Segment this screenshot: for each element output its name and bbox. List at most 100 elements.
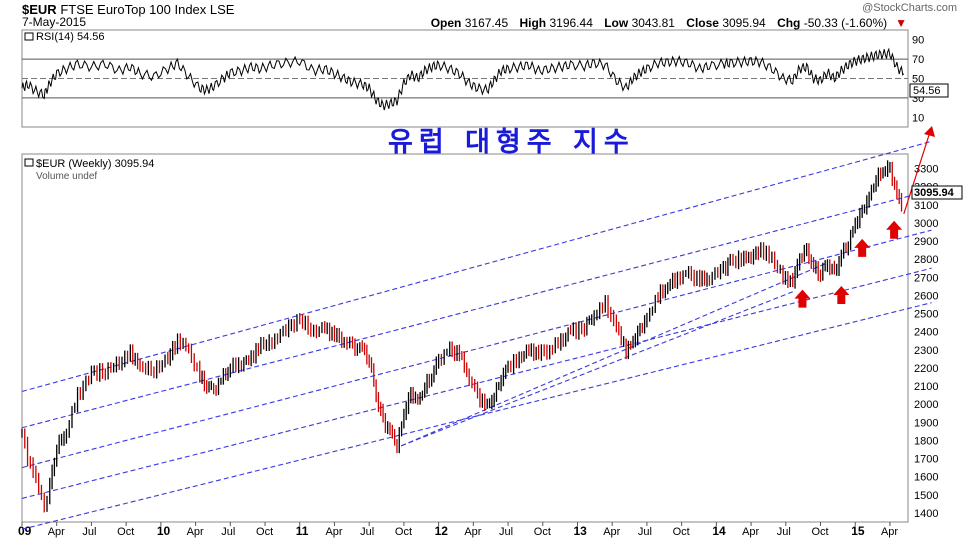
price-tick-label: 3100 (914, 200, 938, 212)
channel-line (400, 291, 793, 447)
price-tick-label: 2600 (914, 290, 938, 302)
x-tick-label: Oct (812, 526, 829, 538)
price-tick-label: 1600 (914, 472, 938, 484)
volume-legend-label: Volume undef (36, 171, 97, 182)
x-tick-label: Oct (117, 526, 134, 538)
x-tick-label: 11 (296, 524, 309, 538)
price-tick-label: 1700 (914, 454, 938, 466)
brand-watermark: @StockCharts.com (862, 2, 957, 14)
rsi-gridlines (22, 58, 908, 99)
x-tick-label: 10 (157, 524, 171, 538)
ohlc-summary: Open 3167.45 High 3196.44 Low 3043.81 Cl… (431, 16, 907, 30)
price-value-label: 3095.94 (914, 187, 955, 199)
price-gridlines (21, 522, 891, 526)
close-label: Close (686, 16, 719, 30)
x-tick-label: 09 (18, 524, 32, 538)
price-legend-label: $EUR (Weekly) 3095.94 (36, 158, 154, 170)
price-tick-label: 2400 (914, 327, 938, 339)
rsi-tick-label: 90 (912, 35, 924, 47)
close-value: 3095.94 (722, 16, 766, 30)
x-tick-label: 14 (712, 524, 726, 538)
price-tick-label: 2200 (914, 363, 938, 375)
price-tick-labels: 1400 1500 1600 1700 1800 1900 2000 2100 2200 2300… (914, 164, 938, 520)
rsi-tick-label: 10 (912, 112, 924, 124)
x-tick-label: Apr (464, 526, 481, 538)
support-arrows (794, 126, 935, 308)
price-bars (21, 160, 903, 513)
x-tick-label: Jul (777, 526, 791, 538)
projection-arrow-line (903, 131, 931, 215)
open-value: 3167.45 (464, 16, 509, 30)
support-arrow-icon (854, 238, 871, 257)
channel-line (21, 229, 932, 469)
x-tick-label: Jul (499, 526, 513, 538)
chart-date: 7-May-2015 (22, 15, 87, 29)
price-tick-label: 2700 (914, 272, 938, 284)
x-tick-label: Oct (673, 526, 690, 538)
trend-channels (21, 140, 932, 530)
price-panel-frame (21, 153, 909, 523)
high-label: High (519, 16, 547, 30)
rsi-legend-icon (24, 32, 34, 41)
chart-title: $EUR FTSE EuroTop 100 Index LSE (22, 2, 234, 17)
x-tick-label: Apr (325, 526, 342, 538)
price-tick-label: 1400 (914, 508, 938, 520)
channel-line (21, 267, 932, 499)
x-tick-label: Apr (48, 526, 65, 538)
rsi-legend: RSI(14) 54.56 (24, 31, 104, 43)
price-legend: $EUR (Weekly) 3095.94 Volume undef (24, 158, 154, 182)
support-arrow-icon (794, 289, 811, 308)
index-name: FTSE EuroTop 100 Index LSE (60, 2, 235, 17)
x-tick-labels: 09 Apr Jul Oct 10 Apr Jul Oct 11 Apr Jul Oct 12 Apr Ju… (18, 524, 898, 538)
price-tick-label: 1500 (914, 490, 938, 502)
support-arrow-icon (833, 286, 850, 305)
price-tick-label: 2300 (914, 345, 938, 357)
channel-line (400, 262, 828, 447)
overlay-annotation: 유럽 대형주 지수 (388, 127, 635, 158)
x-tick-label: Jul (82, 526, 96, 538)
price-value-box (911, 185, 963, 200)
x-tick-label: Oct (395, 526, 412, 538)
price-tick-label: 2900 (914, 236, 938, 248)
price-tick-label: 1900 (914, 417, 938, 429)
rsi-value-label: 54.56 (913, 85, 941, 97)
price-tick-label: 3000 (914, 218, 938, 230)
x-tick-label: Apr (187, 526, 204, 538)
x-tick-label: 15 (851, 524, 865, 538)
x-tick-label: Oct (534, 526, 551, 538)
x-tick-label: Apr (603, 526, 620, 538)
x-tick-label: 12 (435, 524, 449, 538)
high-value: 3196.44 (549, 16, 593, 30)
rsi-tick-label: 70 (912, 54, 924, 66)
price-tick-label: 2800 (914, 254, 938, 266)
x-tick-label: Apr (881, 526, 898, 538)
x-tick-label: 13 (573, 524, 587, 538)
support-arrow-icon (886, 220, 903, 239)
x-tick-label: Oct (256, 526, 273, 538)
price-tick-label: 2100 (914, 381, 938, 393)
chg-label: Chg (777, 16, 801, 30)
price-panel: 1400 1500 1600 1700 1800 1900 2000 2100 2200 2300… (18, 126, 963, 538)
x-tick-label: Jul (360, 526, 374, 538)
low-label: Low (604, 16, 629, 30)
x-tick-label: Jul (221, 526, 235, 538)
price-tick-label: 2500 (914, 309, 938, 321)
rsi-tick-label: 50 (912, 74, 924, 86)
price-tick-label: 2000 (914, 399, 938, 411)
channel-line (21, 189, 932, 429)
open-label: Open (430, 16, 462, 30)
chg-value: -50.33 (-1.60%) (803, 16, 888, 30)
channel-line (21, 140, 932, 393)
price-tick-label: 1800 (914, 435, 938, 447)
projection-arrow-icon (924, 126, 935, 137)
rsi-line (21, 47, 905, 111)
price-tick-label: 3300 (914, 164, 938, 176)
x-tick-label: Jul (638, 526, 652, 538)
x-tick-label: Apr (742, 526, 759, 538)
symbol: $EUR (22, 2, 57, 17)
price-legend-icon (24, 158, 34, 167)
rsi-legend-label: RSI(14) 54.56 (36, 31, 104, 43)
